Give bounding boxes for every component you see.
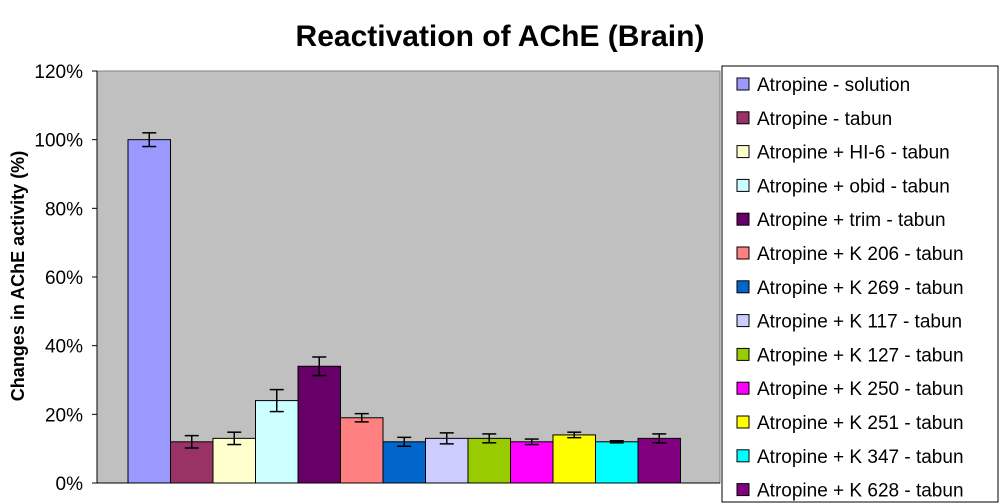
y-tick-label: 60% bbox=[45, 268, 83, 289]
legend-label: Atropine + trim - tabun bbox=[757, 210, 946, 231]
bar bbox=[595, 441, 639, 484]
legend-swatch bbox=[736, 77, 750, 91]
legend-swatch bbox=[736, 212, 750, 226]
legend-label: Atropine - tabun bbox=[757, 109, 892, 130]
bar bbox=[340, 417, 384, 484]
legend-swatch bbox=[736, 178, 750, 192]
y-tick-label: 80% bbox=[45, 199, 83, 220]
bar bbox=[510, 441, 554, 484]
legend-label: Atropine + K 206 - tabun bbox=[757, 244, 964, 265]
plot-area: 0% 20% 40% 60% 80% 100% 120% bbox=[34, 62, 721, 495]
y-tick-label: 40% bbox=[45, 337, 83, 358]
legend-label: Atropine + K 269 - tabun bbox=[757, 278, 964, 299]
legend-swatch bbox=[736, 483, 750, 497]
legend-label: Atropine - solution bbox=[757, 75, 910, 96]
plot-background bbox=[96, 70, 721, 484]
legend-swatch bbox=[736, 381, 750, 395]
legend-swatch bbox=[736, 280, 750, 294]
y-axis-label: Changes in AChE activity (%) bbox=[8, 151, 28, 401]
legend-label: Atropine + K 628 - tabun bbox=[757, 481, 964, 502]
legend-swatch bbox=[736, 246, 750, 260]
legend-swatch bbox=[736, 347, 750, 361]
chart-title: Reactivation of AChE (Brain) bbox=[296, 20, 705, 53]
legend-label: Atropine + K 127 - tabun bbox=[757, 345, 964, 366]
legend-label: Atropine + K 347 - tabun bbox=[757, 447, 964, 468]
legend-swatch bbox=[736, 314, 750, 328]
legend: Atropine - solution Atropine - tabun Atrop… bbox=[721, 65, 999, 503]
legend-swatch bbox=[736, 145, 750, 159]
bar bbox=[297, 365, 341, 484]
bar bbox=[467, 437, 511, 484]
bar bbox=[637, 437, 681, 484]
legend-label: Atropine + obid - tabun bbox=[757, 176, 950, 197]
y-tick-label: 100% bbox=[34, 131, 83, 152]
legend-swatch bbox=[736, 415, 750, 429]
bar bbox=[382, 441, 426, 484]
bar bbox=[425, 437, 469, 484]
legend-swatch bbox=[736, 111, 750, 125]
legend-box bbox=[721, 65, 999, 503]
legend-label: Atropine + HI-6 - tabun bbox=[757, 143, 950, 164]
legend-label: Atropine + K 117 - tabun bbox=[757, 312, 962, 333]
bar bbox=[127, 139, 171, 484]
y-tick-label: 120% bbox=[34, 62, 83, 83]
y-tick-label: 0% bbox=[56, 474, 84, 495]
bar bbox=[552, 434, 596, 484]
y-tick-label: 20% bbox=[45, 405, 83, 426]
legend-label: Atropine + K 250 - tabun bbox=[757, 379, 964, 400]
bar bbox=[255, 400, 299, 484]
legend-label: Atropine + K 251 - tabun bbox=[757, 413, 964, 434]
legend-swatch bbox=[736, 449, 750, 463]
